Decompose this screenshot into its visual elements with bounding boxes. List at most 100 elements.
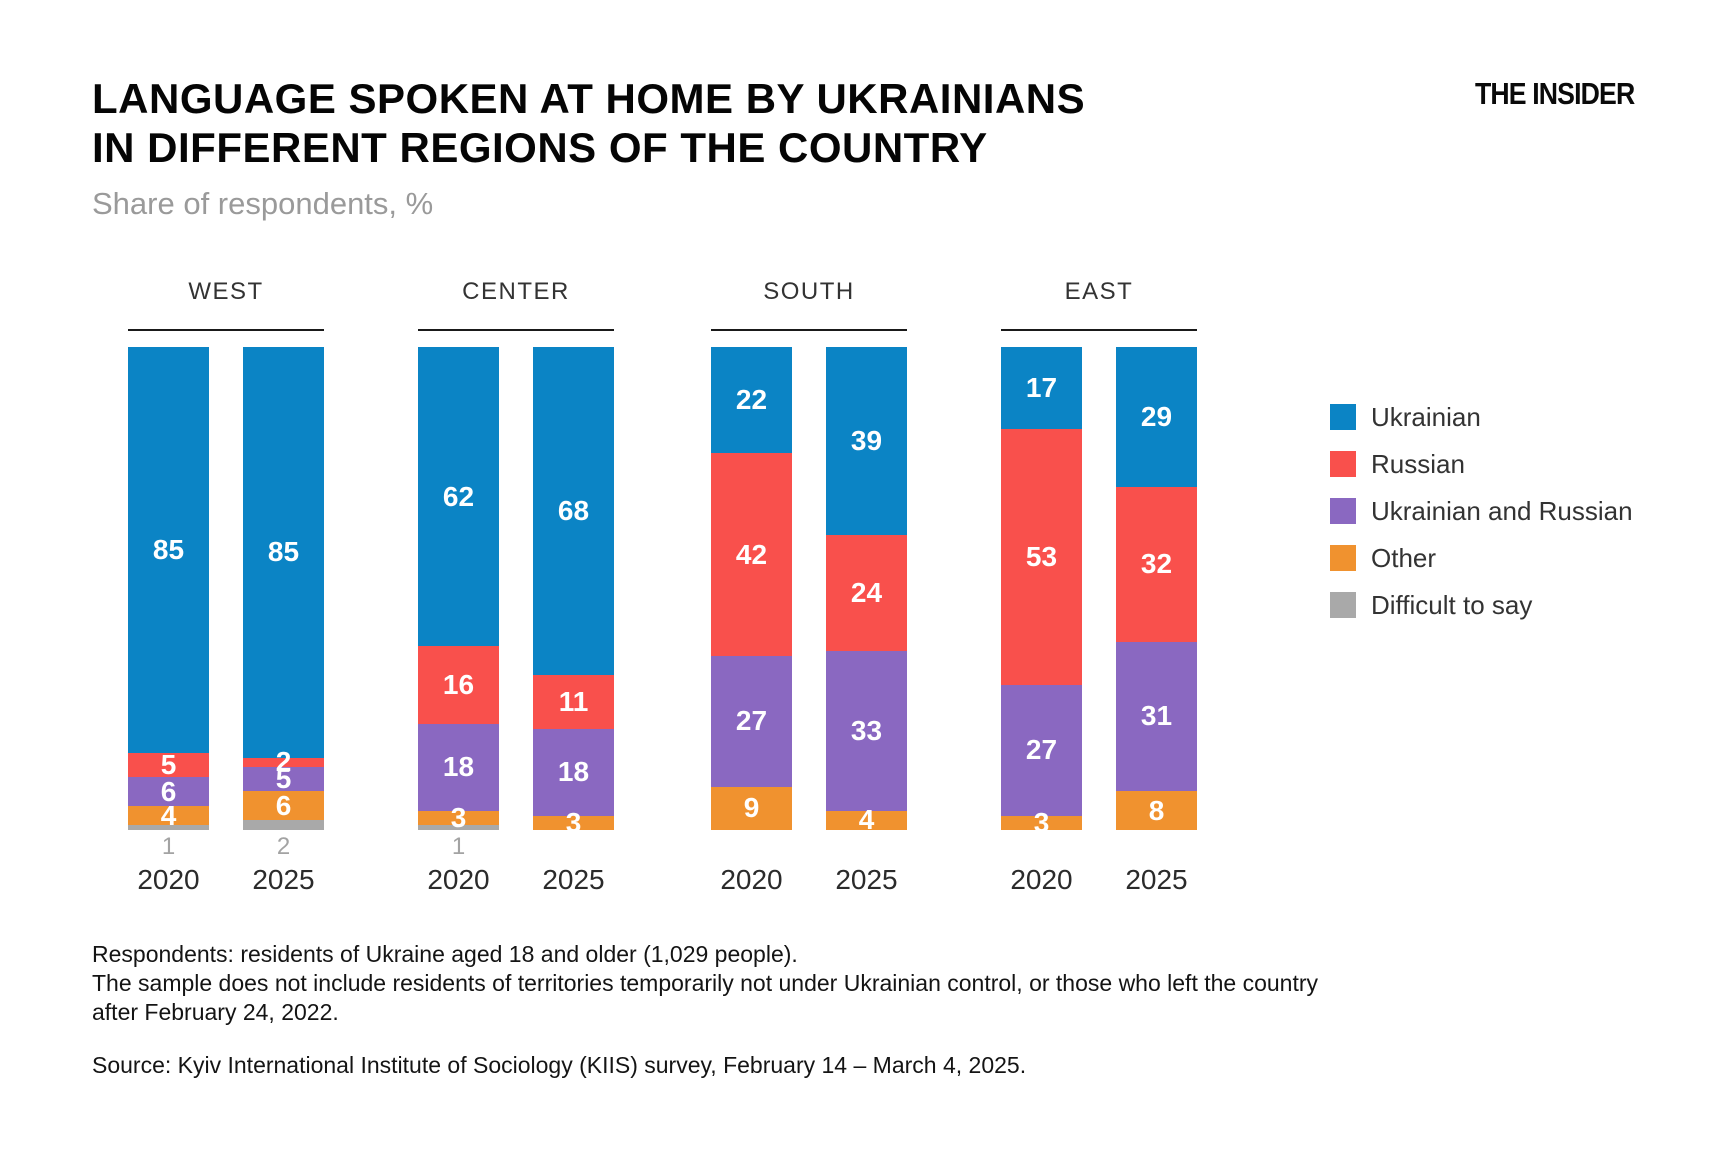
region-group-center: CENTER 62 16 18 3 68 11 18 3 1 2020 2025	[418, 276, 614, 895]
legend-swatch-ukrainian	[1330, 404, 1356, 430]
segment-difficult-to-say	[243, 820, 324, 830]
segment-other: 3	[1001, 807, 1082, 838]
bars-row-east: 17 53 27 3 29 32 31 8	[1001, 347, 1197, 838]
bar-east-2020: 17 53 27 3	[1001, 347, 1082, 838]
chart-subtitle: Share of respondents, %	[92, 186, 434, 221]
segment-value: 32	[1140, 548, 1173, 580]
segment-value: 31	[1140, 700, 1173, 732]
legend-swatch-other	[1330, 545, 1356, 571]
segment-russian: 32	[1116, 487, 1197, 642]
bars-row-center: 62 16 18 3 68 11 18 3	[418, 347, 614, 838]
axis-label-col-south-2025: 2025	[826, 833, 907, 895]
year-label-2020: 2020	[137, 864, 200, 895]
segment-other: 4	[128, 800, 209, 831]
segment-other: 8	[1116, 791, 1197, 830]
segment-value: 4	[160, 799, 177, 831]
segment-value: 5	[160, 749, 177, 781]
segment-value: 24	[850, 577, 883, 609]
legend-swatch-ukrainian-and-russian	[1330, 498, 1356, 524]
segment-value: 3	[450, 801, 467, 833]
segment-value: 22	[735, 384, 768, 416]
segment-other: 3	[418, 802, 499, 833]
segment-difficult-to-say	[418, 825, 499, 830]
region-group-east: EAST 17 53 27 3 29 32 31 8 2020 2025	[1001, 276, 1197, 895]
segment-value: 85	[267, 536, 300, 568]
region-group-west: WEST 85 5 6 4 85 2 5 6 1 2020 2 2025	[128, 276, 324, 895]
bar-south-2025: 39 24 33 4	[826, 347, 907, 835]
region-label-center: CENTER	[462, 278, 570, 305]
difficult-to-say-value: 1	[161, 833, 176, 860]
bar-west-2020: 85 5 6 4	[128, 347, 209, 831]
legend-swatch-difficult-to-say	[1330, 592, 1356, 618]
axis-labels-center: 1 2020 2025	[418, 833, 614, 895]
segment-ukrainian: 68	[533, 347, 614, 676]
legend-item-difficult-to-say: Difficult to say	[1330, 589, 1633, 620]
segment-value: 6	[275, 789, 292, 821]
segment-ukrainian-and-russian: 27	[711, 656, 792, 787]
segment-russian: 11	[533, 675, 614, 729]
region-underline-east	[1001, 329, 1197, 331]
segment-value: 3	[1033, 806, 1050, 838]
segment-ukrainian: 22	[711, 347, 792, 454]
legend-item-russian: Russian	[1330, 449, 1633, 479]
footnote-sample-line1: The sample does not include residents of…	[92, 970, 1319, 996]
segment-value: 62	[442, 480, 475, 512]
segment-ukrainian-and-russian: 6	[128, 776, 209, 807]
difficult-to-say-value	[1116, 833, 1197, 860]
legend: Ukrainian Russian Ukrainian and Russian Oth…	[1330, 401, 1633, 620]
segment-value: 4	[858, 804, 875, 836]
segment-russian: 5	[128, 749, 209, 780]
segment-russian: 42	[711, 453, 792, 657]
segment-other: 6	[243, 789, 324, 821]
axis-label-col-center-2020: 1 2020	[418, 833, 499, 895]
segment-difficult-to-say	[128, 825, 209, 830]
difficult-to-say-value: 1	[451, 833, 466, 860]
legend-item-ukrainian: Ukrainian	[1330, 401, 1633, 432]
year-label-2020: 2020	[1010, 864, 1073, 895]
year-label-2020: 2020	[720, 864, 783, 895]
axis-labels-east: 2020 2025	[1001, 833, 1197, 895]
segment-russian: 16	[418, 646, 499, 724]
segment-value: 85	[152, 534, 185, 566]
year-label-2025: 2025	[835, 864, 898, 895]
segment-value: 27	[735, 705, 768, 737]
segment-ukrainian-and-russian: 18	[533, 728, 614, 816]
bar-south-2020: 22 42 27 9	[711, 347, 792, 830]
difficult-to-say-value	[826, 833, 907, 860]
axis-label-col-east-2025: 2025	[1116, 833, 1197, 895]
difficult-to-say-value	[711, 833, 792, 860]
axis-label-col-west-2025: 2 2025	[243, 833, 324, 895]
axis-label-col-south-2020: 2020	[711, 833, 792, 895]
year-label-2020: 2020	[427, 864, 490, 895]
segment-ukrainian: 39	[826, 347, 907, 536]
bar-west-2025: 85 2 5 6	[243, 347, 324, 830]
legend-label-ukrainian: Ukrainian	[1371, 401, 1481, 432]
legend-label-ukrainian-and-russian: Ukrainian and Russian	[1371, 495, 1633, 526]
segment-value: 3	[565, 806, 582, 838]
legend-swatch-russian	[1330, 451, 1356, 477]
segment-value: 33	[850, 714, 883, 746]
segment-value: 42	[735, 538, 768, 570]
year-label-2025: 2025	[1125, 864, 1188, 895]
segment-ukrainian-and-russian: 27	[1001, 685, 1082, 816]
segment-value: 8	[1148, 794, 1165, 826]
segment-value: 27	[1025, 734, 1058, 766]
segment-russian: 2	[243, 746, 324, 777]
footnote-respondents: Respondents: residents of Ukraine aged 1…	[92, 941, 798, 967]
segment-other: 3	[533, 807, 614, 838]
region-label-south: SOUTH	[763, 278, 855, 305]
segment-value: 18	[557, 756, 590, 788]
bar-east-2025: 29 32 31 8	[1116, 347, 1197, 830]
region-underline-south	[711, 329, 907, 331]
page-title-line2: IN DIFFERENT REGIONS OF THE COUNTRY	[92, 124, 988, 171]
segment-ukrainian: 17	[1001, 347, 1082, 430]
bar-center-2020: 62 16 18 3	[418, 347, 499, 833]
page-title: LANGUAGE SPOKEN AT HOME BY UKRAINIANS IN…	[92, 74, 1085, 172]
segment-ukrainian: 85	[243, 347, 324, 758]
segment-value: 39	[850, 425, 883, 457]
footnote-sample-line2: after February 24, 2022.	[92, 999, 339, 1025]
year-label-2025: 2025	[252, 864, 315, 895]
legend-label-difficult-to-say: Difficult to say	[1371, 589, 1533, 620]
